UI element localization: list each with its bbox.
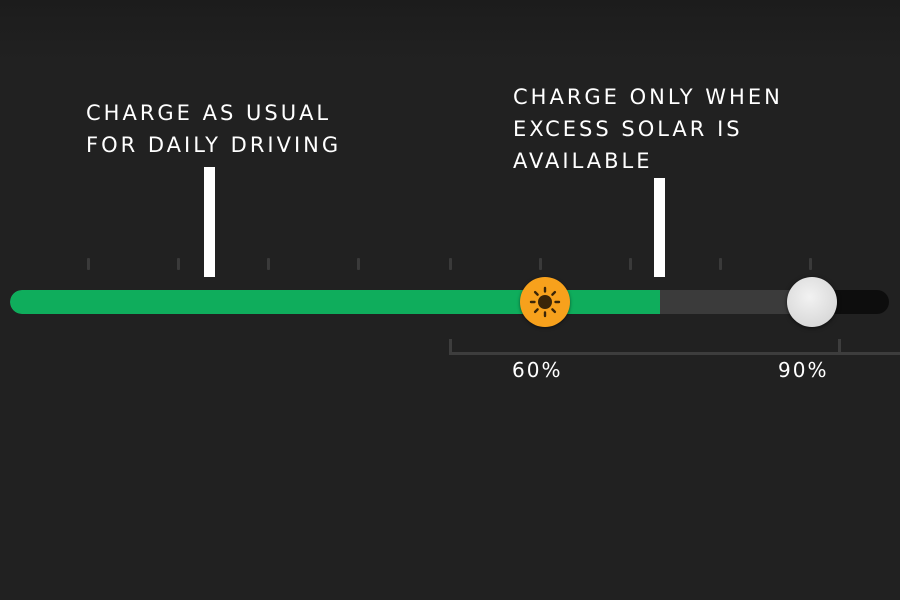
callout-line: AVAILABLE: [513, 149, 653, 173]
scale-tick: [539, 258, 542, 270]
scale-tick: [87, 258, 90, 270]
daily-driving-pointer: [204, 167, 215, 277]
excess-solar-callout: CHARGE ONLY WHEN EXCESS SOLAR IS AVAILAB…: [513, 81, 783, 177]
callout-line: EXCESS SOLAR IS: [513, 117, 743, 141]
callout-line: CHARGE ONLY WHEN: [513, 85, 783, 109]
scale-tick: [629, 258, 632, 270]
callout-line: CHARGE AS USUAL: [86, 101, 332, 125]
excess-solar-pointer: [654, 178, 665, 277]
scale-tick: [719, 258, 722, 270]
bracket-end: [449, 339, 452, 355]
bracket-end: [838, 339, 841, 355]
solar-threshold-label: 60%: [512, 358, 563, 382]
sun-icon: [529, 286, 561, 318]
charge-limit-handle[interactable]: [787, 277, 837, 327]
scale-tick: [357, 258, 360, 270]
bracket-line: [449, 352, 900, 355]
header-shade: [0, 0, 900, 60]
scale-tick: [809, 258, 812, 270]
callout-line: FOR DAILY DRIVING: [86, 133, 342, 157]
scale-tick: [177, 258, 180, 270]
scale-tick: [449, 258, 452, 270]
charge-slider-track[interactable]: [10, 290, 889, 314]
daily-driving-callout: CHARGE AS USUAL FOR DAILY DRIVING: [86, 97, 341, 161]
scale-tick: [267, 258, 270, 270]
solar-threshold-handle[interactable]: [520, 277, 570, 327]
solar-range-bracket: [449, 339, 900, 355]
charge-limit-label: 90%: [778, 358, 829, 382]
